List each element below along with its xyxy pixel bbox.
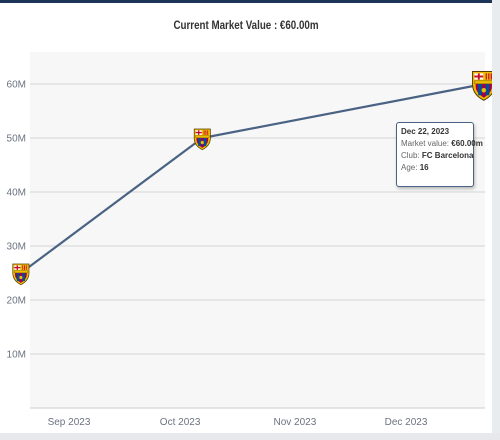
fc-barcelona-crest-icon[interactable] xyxy=(12,263,30,286)
chart-title: Current Market Value : €60.00m xyxy=(173,20,319,32)
footer-border xyxy=(0,433,500,440)
y-tick-label: 30M xyxy=(7,242,26,253)
data-point-tooltip: Dec 22, 2023 Market value: €60.00m Club:… xyxy=(396,122,483,187)
x-tick-label: Dec 2023 xyxy=(385,417,428,428)
y-tick-label: 10M xyxy=(7,350,26,361)
plot-area xyxy=(30,52,485,408)
tooltip-club-label: Club: xyxy=(401,151,420,160)
tooltip-market-value-label: Market value: xyxy=(401,139,450,148)
x-tick-label: Nov 2023 xyxy=(273,417,316,428)
tooltip-club: FC Barcelona xyxy=(421,151,474,160)
header-border xyxy=(0,0,500,3)
tooltip-market-value: €60.00m xyxy=(451,139,483,148)
x-tick-label: Oct 2023 xyxy=(160,417,201,428)
tooltip-date: Dec 22, 2023 xyxy=(401,127,450,136)
y-tick-label: 60M xyxy=(7,80,26,91)
tooltip-age-label: Age: xyxy=(401,163,418,172)
y-tick-label: 50M xyxy=(7,134,26,145)
x-tick-label: Sep 2023 xyxy=(48,417,91,428)
y-tick-label: 20M xyxy=(7,296,26,307)
y-tick-label: 40M xyxy=(7,188,26,199)
scrollbar-track[interactable] xyxy=(492,0,500,440)
tooltip-age: 16 xyxy=(419,163,429,172)
market-value-chart: 10M 20M 30M 40M 50M 60M Sep 2023 Oct 2023 Nov 20… xyxy=(6,52,492,428)
